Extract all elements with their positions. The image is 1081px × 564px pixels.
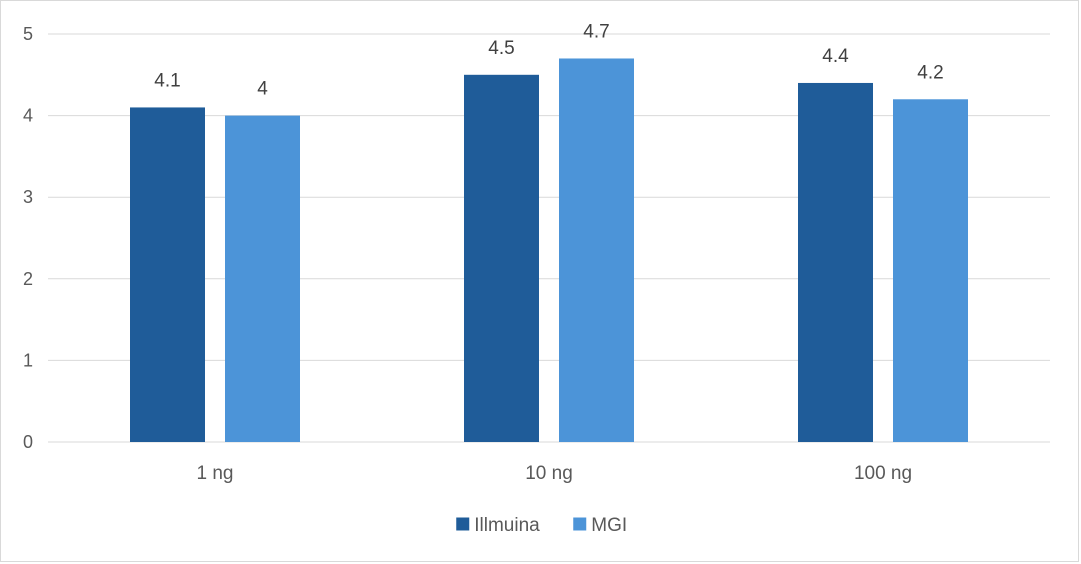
data-labels: 4.1 4 4.5 4.7 4.4 4.2 (154, 21, 943, 99)
gridlines (48, 33, 1050, 443)
bar-illmuina-10-ng (464, 74, 539, 443)
legend-item-illmuina: Illmuina (456, 515, 540, 536)
x-category-label: 100 ng (854, 463, 912, 484)
bar-mgi-100-ng (893, 99, 968, 442)
y-tick-label: 4 (23, 106, 33, 126)
legend-label: MGI (591, 515, 627, 536)
legend-label: Illmuina (474, 515, 540, 536)
data-label: 4.1 (154, 70, 180, 91)
x-axis-category-labels: 1 ng 10 ng 100 ng (197, 463, 913, 484)
y-tick-label: 1 (23, 350, 33, 370)
data-label: 4.7 (583, 21, 609, 42)
data-label: 4.5 (488, 38, 514, 59)
y-tick-label: 2 (23, 269, 33, 289)
x-category-label: 1 ng (197, 463, 234, 484)
data-label: 4.2 (917, 62, 943, 83)
legend: Illmuina MGI (456, 515, 627, 536)
y-axis-tick-labels: 0 1 2 3 4 5 (23, 24, 33, 452)
data-label: 4 (257, 79, 268, 100)
y-tick-label: 5 (23, 24, 33, 44)
bar-illmuina-1-ng (130, 107, 205, 442)
x-category-label: 10 ng (525, 463, 573, 484)
legend-swatch (573, 517, 587, 531)
y-tick-label: 0 (23, 432, 33, 452)
y-tick-label: 3 (23, 187, 33, 207)
bar-mgi-1-ng (225, 115, 300, 442)
bars (130, 58, 968, 443)
legend-swatch (456, 517, 470, 531)
bar-mgi-10-ng (559, 58, 634, 442)
data-label: 4.4 (822, 46, 849, 67)
bar-illmuina-100-ng (798, 82, 873, 443)
legend-item-mgi: MGI (573, 515, 627, 536)
